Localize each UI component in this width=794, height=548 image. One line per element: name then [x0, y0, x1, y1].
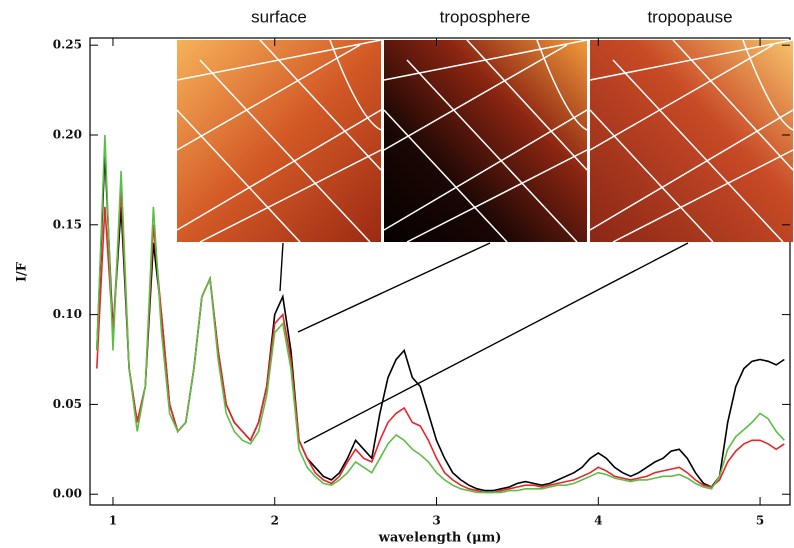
y-tick-label: 0.10: [53, 307, 82, 321]
y-tick-label: 0.20: [53, 127, 82, 141]
y-tick-label: 0.15: [53, 217, 82, 231]
connector-lines: [279, 242, 689, 444]
panel-title: tropopause: [647, 7, 732, 26]
y-tick-label: 0.00: [53, 487, 82, 501]
x-tick-label: 2: [271, 514, 279, 528]
spectrum-line: [96, 134, 785, 494]
x-tick-label: 4: [594, 514, 602, 528]
y-axis-label: I/F: [15, 261, 30, 282]
panel-title: troposphere: [440, 7, 531, 26]
x-tick-label: 3: [432, 514, 440, 528]
y-tick-label: 0.05: [53, 397, 82, 411]
x-tick-label: 5: [756, 514, 764, 528]
inset-images: [176, 39, 794, 243]
data-layer: [96, 134, 785, 494]
y-tick-label: 0.25: [53, 38, 82, 52]
x-axis-label: wavelength (μm): [378, 531, 502, 546]
x-tick-label: 1: [109, 514, 117, 528]
plot-frame: [89, 37, 791, 506]
panel-title: surface: [251, 7, 307, 26]
